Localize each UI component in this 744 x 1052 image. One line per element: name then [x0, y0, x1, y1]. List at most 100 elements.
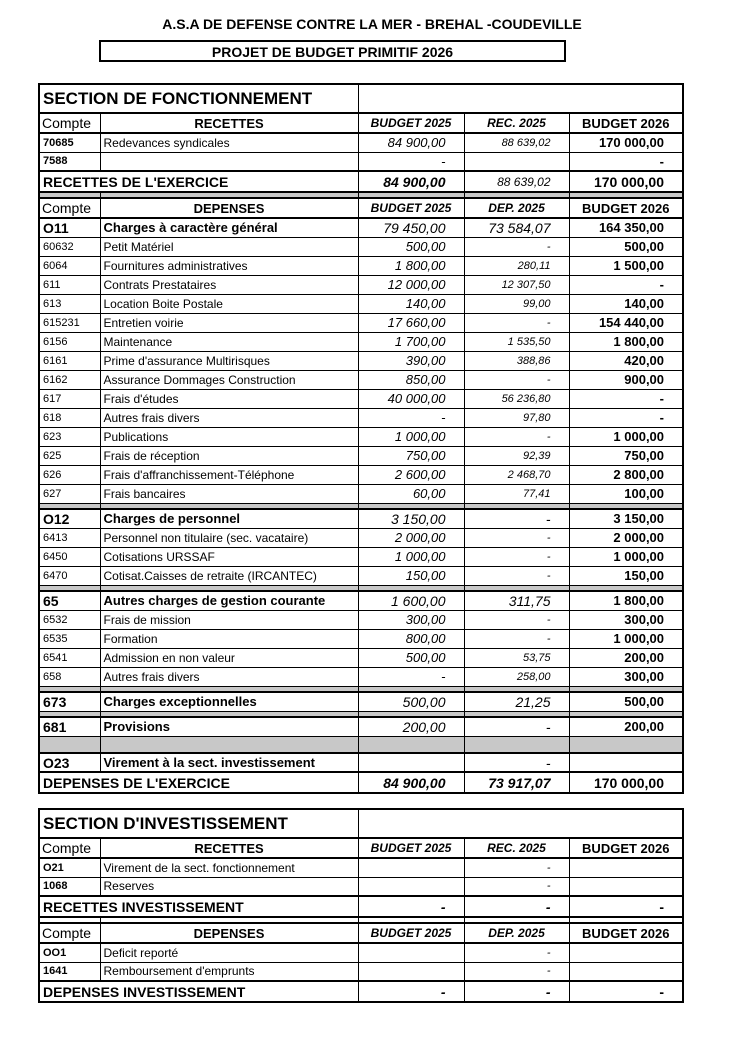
budget-2026-cell: -	[568, 895, 684, 918]
total-row: RECETTES DE L'EXERCICE 84 900,00 88 639,02…	[38, 170, 684, 193]
budget-2026-cell: 1 000,00	[568, 426, 684, 447]
account-label: Frais de réception	[99, 445, 359, 466]
header-row: Compte RECETTES BUDGET 2025 REC. 2025 BUDGET…	[38, 112, 684, 134]
realised-2025-cell: -	[463, 527, 570, 548]
budget-2025-cell: 850,00	[357, 369, 465, 390]
item-row: 6161 Prime d'assurance Multirisques 390,00…	[38, 350, 684, 371]
header-row: Compte DEPENSES BUDGET 2025 DEP. 2025 BUDGET…	[38, 197, 684, 219]
budget-2025-cell: 84 900,00	[357, 771, 465, 794]
account-code: 658	[38, 666, 101, 687]
realised-2025-cell: -	[463, 857, 570, 878]
item-row: OO1 Deficit reporté -	[38, 942, 684, 963]
realised-2025-cell: 280,11	[463, 255, 570, 276]
budget-2026-cell: 200,00	[568, 647, 684, 668]
item-row: 6064 Fournitures administratives 1 800,00 2…	[38, 255, 684, 276]
account-label: Location Boite Postale	[99, 293, 359, 314]
budget-2025-cell: -	[357, 666, 465, 687]
realised-2025-cell: 53,75	[463, 647, 570, 668]
account-code: 617	[38, 388, 101, 409]
budget-2025-cell: 1 000,00	[357, 546, 465, 567]
budget-2026-cell: 2 000,00	[568, 527, 684, 548]
item-row: 1641 Remboursement d'emprunts -	[38, 961, 684, 982]
realised-2025-cell: -	[463, 546, 570, 567]
budget-2026-cell: 300,00	[568, 609, 684, 630]
section-row: SECTION DE FONCTIONNEMENT	[38, 83, 684, 114]
budget-2026-cell: 1 500,00	[568, 255, 684, 276]
item-row: 6532 Frais de mission 300,00-300,00	[38, 609, 684, 630]
budget-2025-cell: 1 800,00	[357, 255, 465, 276]
account-code: 6470	[38, 565, 101, 586]
item-row: 615231 Entretien voirie 17 660,00-154 440,…	[38, 312, 684, 333]
investissement-table: SECTION D'INVESTISSEMENT Compte RECETTES BU…	[38, 808, 685, 1003]
budget-2025-cell: 40 000,00	[357, 388, 465, 409]
account-code: 6413	[38, 527, 101, 548]
account-code: 611	[38, 274, 101, 295]
budget-2026-cell: 1 000,00	[568, 546, 684, 567]
account-code: 626	[38, 464, 101, 485]
column-header-realised-2025: REC. 2025	[463, 837, 570, 859]
realised-2025-cell: 92,39	[463, 445, 570, 466]
budget-2026-cell	[568, 752, 684, 773]
spacer-cell	[99, 735, 359, 754]
account-label: Admission en non valeur	[99, 647, 359, 668]
budget-2025-cell: -	[357, 980, 465, 1003]
realised-2025-cell: -	[463, 312, 570, 333]
budget-2025-cell: 79 450,00	[357, 217, 465, 238]
account-code: O23	[38, 752, 101, 773]
budget-2025-cell: -	[357, 895, 465, 918]
budget-2026-cell: 2 800,00	[568, 464, 684, 485]
account-label: Frais de mission	[99, 609, 359, 630]
budget-2025-cell: 12 000,00	[357, 274, 465, 295]
realised-2025-cell: 388,86	[463, 350, 570, 371]
account-label: Maintenance	[99, 331, 359, 352]
account-code: 627	[38, 483, 101, 504]
budget-2026-cell	[568, 876, 684, 897]
account-code: 60632	[38, 236, 101, 257]
account-code: 615231	[38, 312, 101, 333]
spacer-row	[38, 735, 684, 754]
budget-2025-cell: 500,00	[357, 236, 465, 257]
account-label: Deficit reporté	[99, 942, 359, 963]
account-label: Virement de la sect. fonctionnement	[99, 857, 359, 878]
realised-2025-cell: -	[463, 980, 570, 1003]
account-code: 618	[38, 407, 101, 428]
account-code: 65	[38, 590, 101, 611]
account-label: Charges à caractère général	[99, 217, 359, 238]
account-label: Autres charges de gestion courante	[99, 590, 359, 611]
header-row: Compte DEPENSES BUDGET 2025 DEP. 2025 BUDGET…	[38, 922, 684, 944]
account-label: Frais bancaires	[99, 483, 359, 504]
budget-2026-cell	[568, 961, 684, 982]
budget-2026-cell: 150,00	[568, 565, 684, 586]
total-row: DEPENSES INVESTISSEMENT - - -	[38, 980, 684, 1003]
item-row: O21 Virement de la sect. fonctionnement -	[38, 857, 684, 878]
budget-2025-cell	[357, 876, 465, 897]
account-label: Entretien voirie	[99, 312, 359, 333]
realised-2025-cell: 258,00	[463, 666, 570, 687]
account-code: 6450	[38, 546, 101, 567]
budget-2025-cell: 1 600,00	[357, 590, 465, 611]
budget-2025-cell: 1 000,00	[357, 426, 465, 447]
empty-cell	[357, 808, 684, 839]
budget-2025-cell	[357, 942, 465, 963]
account-label: Provisions	[99, 716, 359, 737]
realised-2025-cell	[463, 151, 570, 172]
budget-2025-cell: 140,00	[357, 293, 465, 314]
account-code: 6156	[38, 331, 101, 352]
total-label: RECETTES INVESTISSEMENT	[38, 895, 359, 918]
account-label: Petit Matériel	[99, 236, 359, 257]
budget-2026-cell: 200,00	[568, 716, 684, 737]
realised-2025-cell: -	[463, 508, 570, 529]
spacer-row	[38, 916, 684, 924]
spacer-row	[38, 685, 684, 693]
realised-2025-cell: -	[463, 895, 570, 918]
budget-2026-cell: 750,00	[568, 445, 684, 466]
account-code: 623	[38, 426, 101, 447]
column-header-compte: Compte	[38, 112, 101, 134]
account-code: 7588	[38, 151, 101, 172]
account-label: Frais d'affranchissement-Téléphone	[99, 464, 359, 485]
sub-row: 681 Provisions 200,00-200,00	[38, 716, 684, 737]
spacer-cell	[38, 735, 101, 754]
item-row: 613 Location Boite Postale 140,00 99,00 140,…	[38, 293, 684, 314]
realised-2025-cell: -	[463, 942, 570, 963]
section-title: SECTION DE FONCTIONNEMENT	[38, 83, 359, 114]
